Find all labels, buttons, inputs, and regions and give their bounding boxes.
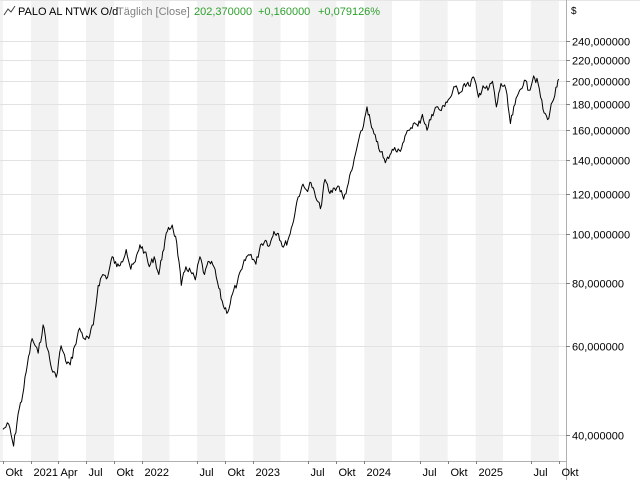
currency-label: $ <box>571 6 577 17</box>
x-tick-label: 2021 <box>34 467 58 479</box>
x-tick-label: Okt <box>6 467 23 479</box>
time-band <box>253 0 281 461</box>
x-tick-label: Apr <box>61 467 78 479</box>
horizontal-gridlines <box>0 41 566 436</box>
time-band <box>475 0 504 461</box>
y-tick-label: 220,000000 <box>572 56 630 68</box>
y-axis-ticks: 40,000000 60,000000 80,000000 100,000000 120… <box>566 37 630 443</box>
time-band <box>530 0 559 461</box>
y-tick-label: 60,000000 <box>572 342 624 354</box>
change-absolute: +0,160000 <box>258 6 310 18</box>
last-price: 202,370000 <box>194 6 252 18</box>
y-tick-label: 200,000000 <box>572 77 630 89</box>
x-tick-label: Jul <box>534 467 548 479</box>
time-band <box>197 0 226 461</box>
x-tick-label: Jul <box>423 467 437 479</box>
y-tick-label: 80,000000 <box>572 279 624 291</box>
time-band <box>30 0 59 461</box>
symbol-name: PALO AL NTWK O/d <box>18 6 118 18</box>
y-tick-label: 40,000000 <box>572 431 624 443</box>
time-band <box>419 0 448 461</box>
x-tick-label: Okt <box>117 467 134 479</box>
interval-label: Täglich [Close] <box>117 6 190 18</box>
time-bands <box>0 0 559 461</box>
x-tick-label: Okt <box>228 467 245 479</box>
x-tick-label: 2025 <box>479 467 503 479</box>
x-tick-label: Okt <box>339 467 356 479</box>
x-axis-ticks: Okt 2021 Apr Jul Okt 2022 Jul Okt 2023 Jul Okt 2024… <box>3 461 579 479</box>
x-tick-label: Okt <box>562 467 579 479</box>
y-tick-label: 180,000000 <box>572 100 630 112</box>
time-band <box>308 0 337 461</box>
x-tick-label: Jul <box>311 467 325 479</box>
time-band <box>0 0 3 461</box>
y-tick-label: 100,000000 <box>572 230 630 242</box>
time-band <box>86 0 115 461</box>
y-tick-label: 160,000000 <box>572 126 630 138</box>
x-tick-label: 2022 <box>145 467 169 479</box>
change-percent: +0,079126% <box>318 6 380 18</box>
x-tick-label: Jul <box>89 467 103 479</box>
price-line <box>2 75 560 447</box>
time-band <box>142 0 170 461</box>
y-tick-label: 120,000000 <box>572 190 630 202</box>
y-tick-label: 140,000000 <box>572 156 630 168</box>
y-tick-label: 240,000000 <box>572 37 630 49</box>
chart-header: PALO AL NTWK O/d Täglich [Close] 202,370… <box>3 5 577 18</box>
x-tick-label: Jul <box>200 467 214 479</box>
time-band <box>364 0 392 461</box>
line-chart-icon <box>3 5 16 16</box>
x-tick-label: 2024 <box>367 467 391 479</box>
x-tick-label: Okt <box>451 467 468 479</box>
x-tick-label: 2023 <box>256 467 280 479</box>
